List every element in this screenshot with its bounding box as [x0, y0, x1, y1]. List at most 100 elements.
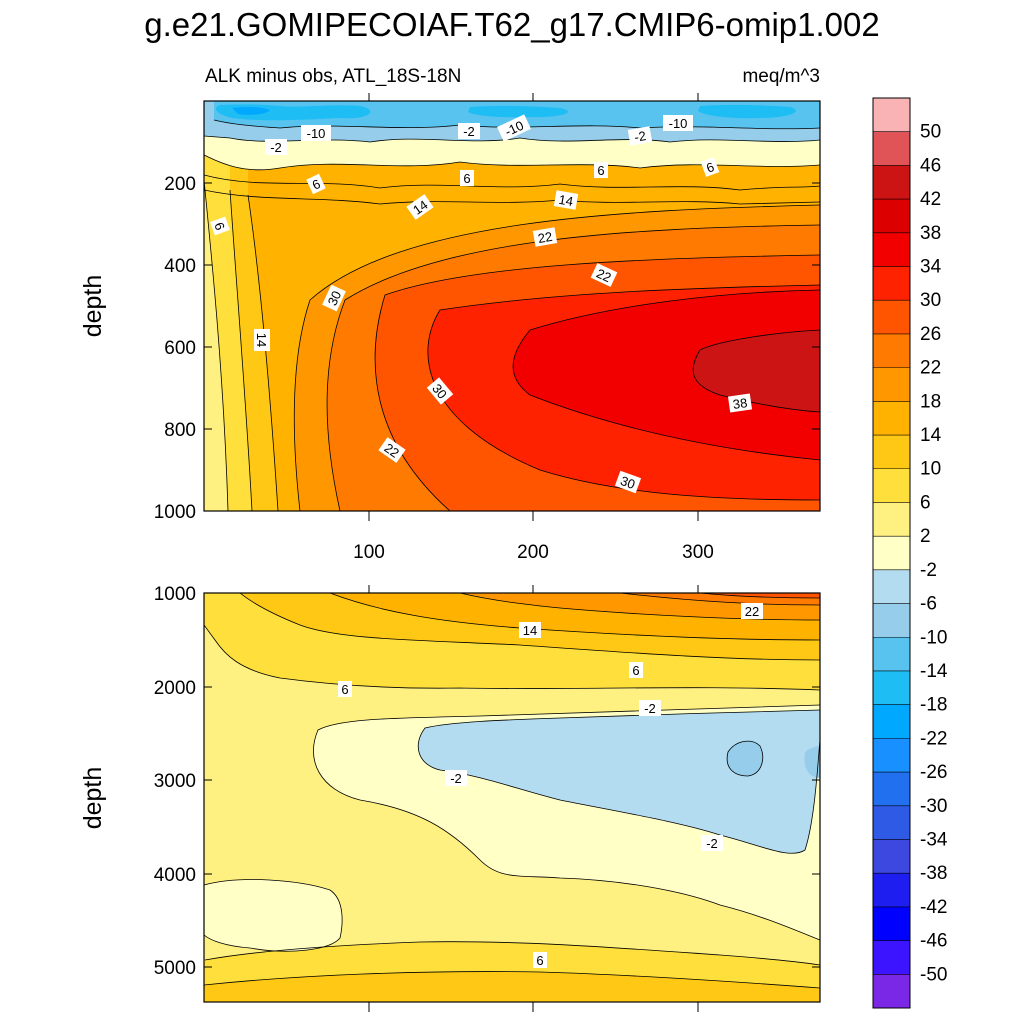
y-tick-label: 3000: [154, 771, 196, 792]
colorbar-box: [873, 839, 910, 874]
colorbar-box: [873, 401, 910, 436]
colorbar-box: [873, 670, 910, 706]
fill-minus14-minus18-b: [468, 105, 569, 118]
fill-minus14-minus18-c: [698, 104, 796, 119]
colorbar-label: 14: [920, 425, 942, 446]
colorbar-label: -22: [920, 728, 947, 749]
colorbar-box: [873, 300, 910, 335]
contour-label-box: [741, 603, 763, 619]
colorbar-box: [873, 873, 910, 908]
contour-label-box: [701, 835, 723, 851]
contour-lines: [204, 119, 820, 511]
colorbar-label: 10: [920, 459, 941, 480]
contour-label: 22: [741, 603, 763, 619]
contour-label: 22: [532, 227, 558, 247]
colorbar-box: [873, 738, 910, 773]
fill-10-14-bottom: [204, 971, 820, 1002]
contour-label-text: 14: [523, 623, 537, 638]
colorbar-box: [873, 165, 910, 200]
contour-label-text: 30: [325, 288, 345, 307]
contour-label-box: [614, 470, 642, 494]
contour-label-box: [406, 194, 434, 220]
contour-line: [699, 593, 820, 599]
fill-minus2-2-b: [204, 879, 343, 952]
contour-lines: [204, 593, 820, 989]
colorbar-box: [873, 232, 910, 268]
colorbar-label: 34: [920, 257, 942, 278]
contour-label: 22: [378, 437, 406, 463]
colorbar-label: 50: [920, 122, 941, 143]
contour-label-text: 6: [341, 682, 348, 697]
contour-label-text: -10: [503, 118, 526, 140]
contour-label: 30: [322, 284, 346, 312]
colorbar-label: 38: [920, 223, 941, 244]
contour-line: [326, 224, 820, 511]
colorbar-label: -10: [920, 627, 947, 648]
bottom-panel-field: [204, 593, 820, 1002]
contour-line: [204, 971, 820, 989]
contour-label: -10: [663, 115, 693, 131]
colorbar-box: [873, 772, 910, 807]
contour-label: -2: [445, 770, 467, 786]
colorbar-label: -42: [920, 897, 947, 918]
fill-34-38: [513, 290, 820, 460]
contour-label-box: [445, 770, 467, 786]
y-tick-label: 200: [164, 174, 196, 195]
contour-label-box: [553, 190, 579, 210]
colorbar-label: 26: [920, 324, 941, 345]
y-tick-label: 4000: [154, 865, 196, 886]
x-tick-label: 200: [517, 542, 549, 563]
contour-label: 30: [614, 470, 642, 494]
colorbar-box: [873, 266, 910, 301]
x-tick-label: 300: [682, 542, 714, 563]
y-axis-label: depth: [79, 767, 107, 830]
contour-line: [204, 179, 229, 511]
colorbar-label: -26: [920, 762, 947, 783]
contour-line: [692, 329, 820, 413]
contour-label-box: [519, 622, 541, 638]
colorbar-box: [873, 906, 910, 942]
contour-label: 14: [553, 190, 579, 210]
fill-minus6-minus10: [727, 741, 763, 776]
y-tick-label: 1000: [154, 584, 196, 605]
top-panel-frame: [203, 100, 821, 512]
contour-line: [293, 204, 820, 511]
colorbar-label: -50: [920, 964, 947, 985]
contour-label: -2: [701, 835, 723, 851]
contour-label: 38: [727, 393, 753, 413]
y-axis-label: depth: [79, 275, 107, 338]
contour-label: -2: [265, 139, 287, 155]
colorbar-box: [873, 603, 910, 638]
fill-minus2-minus6: [418, 710, 820, 854]
contour-label-box: [663, 115, 693, 131]
contour-line: [247, 194, 279, 511]
colorbar-box: [873, 367, 910, 402]
colorbar-box: [873, 502, 910, 537]
contour-label-box: [210, 216, 230, 236]
colorbar-box: [873, 435, 910, 470]
fill-minus6-minus10-b: [804, 746, 820, 778]
contour-label: -2: [639, 700, 661, 716]
y-tick-label: 2000: [154, 678, 196, 699]
contour-line: [229, 189, 253, 511]
colorbar-box: [873, 637, 910, 672]
contour-label-text: -10: [669, 116, 688, 131]
colorbar: 50 46 42 38 34 30 26 22 18 14 10 6 2 -2 -6 -10 -14 -18 -22…: [872, 97, 948, 1009]
panel-subtitle: ALK minus obs, ATL_18S-18N: [205, 66, 461, 87]
top-axis-ticks: [204, 93, 820, 521]
colorbar-box: [873, 468, 910, 503]
contour-label-box: [533, 952, 547, 968]
contour-label: 6: [460, 170, 474, 186]
contour-label-box: [590, 263, 618, 287]
contour-label: -2: [458, 123, 480, 139]
contour-label-box: [301, 125, 331, 141]
contour-label-text: -2: [706, 836, 718, 851]
contour-label-text: 38: [732, 395, 748, 412]
contour-label: 6: [533, 952, 547, 968]
contour-label-box: [700, 157, 720, 177]
contour-label-box: [629, 662, 643, 678]
contour-label: -10: [497, 114, 531, 142]
contour-label: 22: [590, 263, 618, 287]
y-tick-label: 600: [164, 338, 196, 359]
